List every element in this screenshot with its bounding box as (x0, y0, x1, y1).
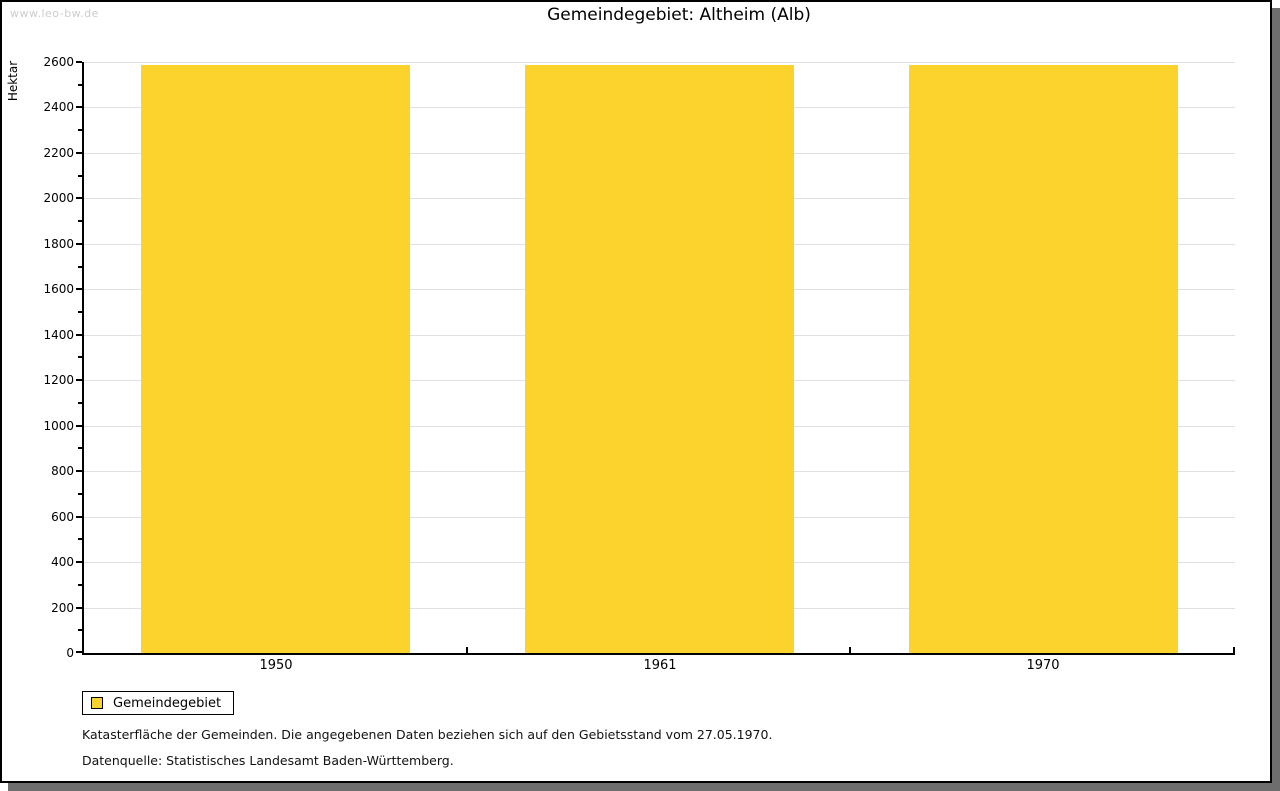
y-tick-label: 200 (51, 601, 74, 615)
y-major-tick (76, 152, 82, 154)
y-tick-label: 2600 (43, 55, 74, 69)
legend: Gemeindegebiet (82, 691, 235, 715)
legend-swatch (91, 697, 103, 709)
y-major-tick (76, 470, 82, 472)
y-major-tick (76, 334, 82, 336)
y-tick-label: 2200 (43, 146, 74, 160)
bar-1950 (141, 65, 410, 653)
x-tick-label: 1950 (259, 658, 293, 673)
footnote-source-note: Katasterfläche der Gemeinden. Die angege… (82, 727, 773, 742)
y-major-tick (76, 61, 82, 63)
y-major-tick (76, 561, 82, 563)
y-major-tick (76, 379, 82, 381)
y-major-tick (76, 288, 82, 290)
legend-label: Gemeindegebiet (113, 695, 222, 711)
y-tick-label: 2000 (43, 191, 74, 205)
y-major-tick (76, 425, 82, 427)
y-major-tick (76, 651, 82, 653)
y-tick-label: 1200 (43, 373, 74, 387)
y-minor-tick (78, 629, 82, 631)
y-tick-label: 600 (51, 510, 74, 524)
y-minor-tick (78, 584, 82, 586)
y-tick-label: 1800 (43, 237, 74, 251)
x-axis-tick (849, 647, 851, 653)
y-major-tick (76, 106, 82, 108)
chart-title: Gemeindegebiet: Altheim (Alb) (547, 5, 811, 25)
y-tick-label: 1400 (43, 328, 74, 342)
y-major-tick (76, 197, 82, 199)
y-minor-tick (78, 266, 82, 268)
plot-area: 0 200 400 600 800 1000 1200 1400 1600 1800 2000 220… (43, 55, 1235, 673)
x-axis-tick (466, 647, 468, 653)
y-major-tick (76, 516, 82, 518)
y-minor-tick (78, 538, 82, 540)
y-minor-tick (78, 129, 82, 131)
y-minor-tick (78, 84, 82, 86)
y-minor-tick (78, 493, 82, 495)
y-minor-tick (78, 447, 82, 449)
y-major-tick (76, 243, 82, 245)
footnote-data-source: Datenquelle: Statistisches Landesamt Bad… (82, 753, 454, 768)
bar-1961 (525, 65, 794, 653)
y-tick-label: 800 (51, 464, 74, 478)
y-gridline (84, 62, 1235, 63)
y-major-tick (76, 607, 82, 609)
x-tick-label: 1961 (643, 658, 677, 673)
y-tick-label: 1600 (43, 282, 74, 296)
x-axis-tick (1233, 647, 1235, 653)
y-minor-tick (78, 311, 82, 313)
y-tick-label: 0 (66, 646, 74, 660)
y-minor-tick (78, 175, 82, 177)
y-axis-label: Hektar (6, 60, 20, 102)
y-minor-tick (78, 220, 82, 222)
x-tick-label: 1970 (1026, 658, 1060, 673)
y-tick-label: 400 (51, 555, 74, 569)
y-minor-tick (78, 356, 82, 358)
y-tick-label: 2400 (43, 100, 74, 114)
y-minor-tick (78, 402, 82, 404)
bar-1970 (909, 65, 1178, 653)
y-tick-label: 1000 (43, 419, 74, 433)
watermark: www.leo-bw.de (10, 7, 99, 20)
